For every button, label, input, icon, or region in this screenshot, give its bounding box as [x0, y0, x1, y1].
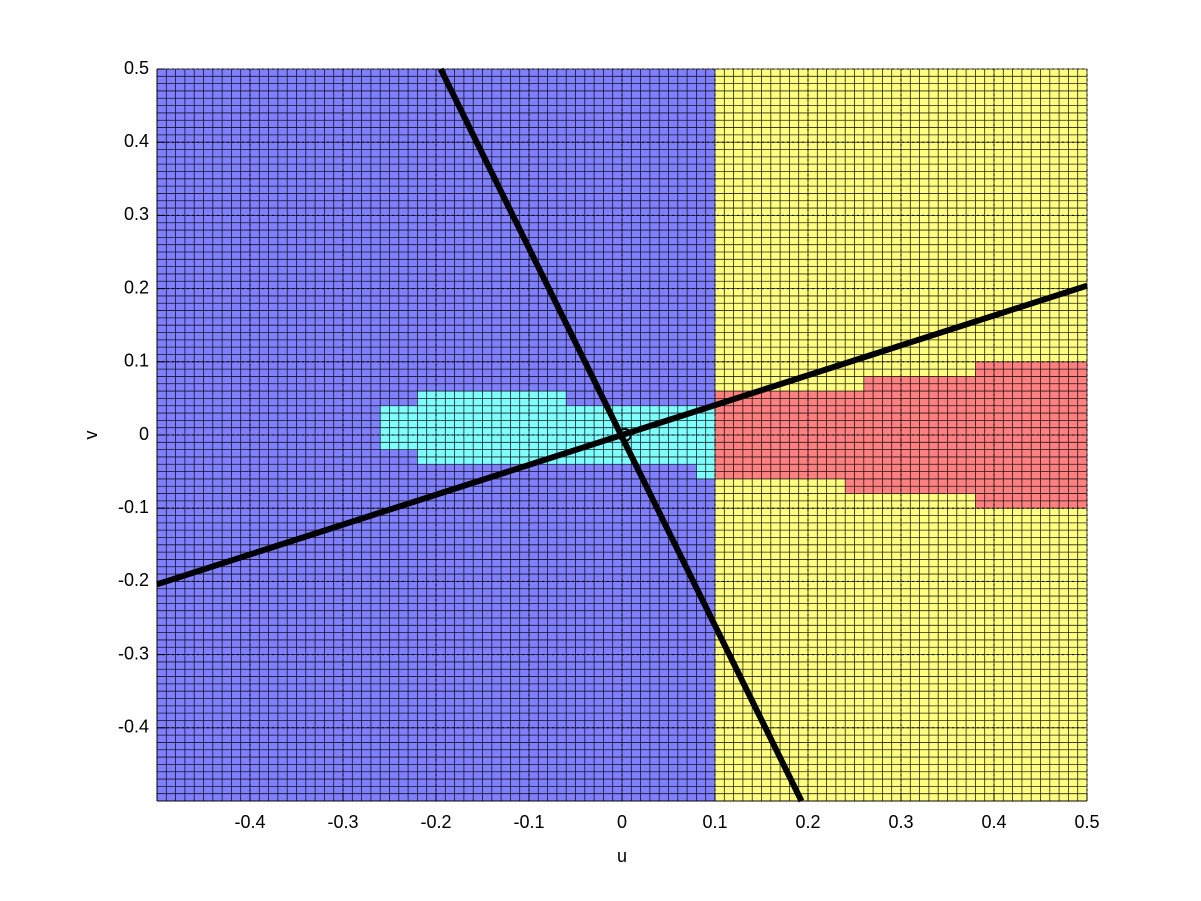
- x-tick-label: -0.1: [513, 812, 544, 832]
- y-tick-label: -0.3: [118, 643, 149, 663]
- x-tick-label: -0.2: [420, 812, 451, 832]
- y-tick-label: 0.3: [124, 204, 149, 224]
- y-tick-label: -0.4: [118, 717, 149, 737]
- y-tick-label: 0.5: [124, 58, 149, 78]
- boundary-line: [437, 67, 805, 803]
- x-tick-label: 0.5: [1074, 812, 1099, 832]
- x-tick-label: 0.2: [795, 812, 820, 832]
- x-tick-label: 0: [617, 812, 627, 832]
- x-tick-label: 0.4: [981, 812, 1006, 832]
- x-axis-label: u: [617, 846, 627, 866]
- y-tick-label: 0: [139, 424, 149, 444]
- x-tick-label: 0.1: [702, 812, 727, 832]
- y-axis-label: v: [81, 431, 101, 440]
- x-tick-label: -0.3: [327, 812, 358, 832]
- y-tick-label: 0.4: [124, 131, 149, 151]
- y-tick-label: -0.1: [118, 497, 149, 517]
- y-tick-label: 0.2: [124, 277, 149, 297]
- center-point: [617, 428, 632, 442]
- y-tick-label: -0.2: [118, 570, 149, 590]
- y-tick-label: 0.1: [124, 351, 149, 371]
- x-tick-label: 0.3: [888, 812, 913, 832]
- x-tick-label: -0.4: [234, 812, 265, 832]
